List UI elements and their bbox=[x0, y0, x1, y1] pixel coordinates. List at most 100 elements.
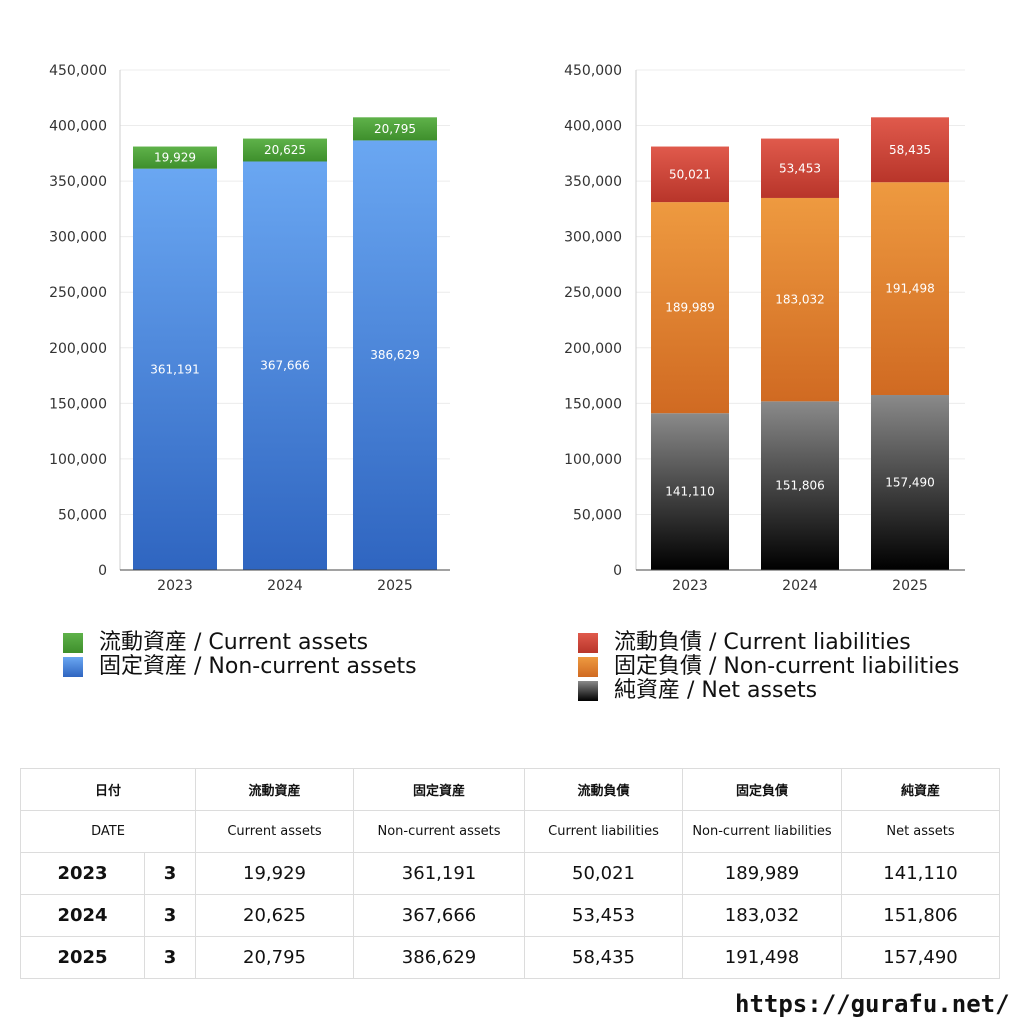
header-net-assets-en: Net assets bbox=[841, 810, 1001, 853]
y-tick-label: 300,000 bbox=[564, 230, 622, 246]
legend-label-current-assets: 流動資産 / Current assets bbox=[99, 630, 369, 655]
bar-value-label: 386,629 bbox=[370, 348, 420, 362]
bar-value-label: 151,806 bbox=[775, 479, 825, 493]
header-date-en: DATE bbox=[19, 810, 197, 853]
x-tick-label: 2024 bbox=[267, 578, 303, 594]
header-current-assets-en: Current assets bbox=[195, 810, 355, 853]
y-tick-label: 250,000 bbox=[564, 285, 622, 301]
header-net-assets-jp: 純資産 bbox=[841, 768, 1001, 811]
cell-non-current-assets: 367,666 bbox=[353, 894, 526, 937]
y-tick-label: 350,000 bbox=[49, 174, 107, 190]
y-tick-label: 50,000 bbox=[573, 507, 622, 523]
header-current-liabilities-en: Current liabilities bbox=[524, 810, 684, 853]
y-tick-label: 300,000 bbox=[49, 230, 107, 246]
charts-canvas: 0 50,000 100,000 150,000 200,000 250,000 300,0… bbox=[49, 63, 965, 594]
y-tick-label: 0 bbox=[613, 563, 622, 579]
cell-non-current-liabilities: 183,032 bbox=[682, 894, 843, 937]
y-tick-label: 100,000 bbox=[49, 452, 107, 468]
table-header-jp-row: 日付 流動資産 固定資産 流動負債 固定負債 純資産 bbox=[19, 768, 1001, 811]
cell-net-assets: 157,490 bbox=[841, 936, 1001, 979]
bar-value-label: 20,795 bbox=[374, 122, 416, 136]
legend-swatch-non-current-liabilities bbox=[578, 657, 598, 677]
y-tick-label: 150,000 bbox=[49, 396, 107, 412]
row-year: 2025 bbox=[20, 936, 145, 979]
legend-label-non-current-liabilities: 固定負債 / Non-current liabilities bbox=[614, 654, 960, 679]
x-tick-label: 2023 bbox=[672, 578, 708, 594]
bar-segment bbox=[761, 138, 839, 198]
y-tick-label: 200,000 bbox=[49, 341, 107, 357]
bar-segment bbox=[133, 146, 217, 169]
header-date-jp: 日付 bbox=[19, 768, 197, 811]
legend-item-non-current-liabilities: 固定負債 / Non-current liabilities bbox=[578, 655, 959, 679]
bar-segment bbox=[243, 161, 327, 570]
header-current-assets-jp: 流動資産 bbox=[195, 768, 355, 811]
bar-segment bbox=[651, 146, 729, 203]
bar-segment bbox=[133, 168, 217, 570]
bar-value-label: 191,498 bbox=[885, 282, 935, 296]
bar-segment bbox=[761, 401, 839, 570]
y-tick-label: 450,000 bbox=[49, 63, 107, 79]
legend-label-net-assets: 純資産 / Net assets bbox=[614, 678, 818, 703]
y-tick-label: 350,000 bbox=[564, 174, 622, 190]
cell-net-assets: 151,806 bbox=[841, 894, 1001, 937]
x-tick-label: 2023 bbox=[157, 578, 193, 594]
legend-label-non-current-assets: 固定資産 / Non-current assets bbox=[99, 654, 417, 679]
header-non-current-liabilities-jp: 固定負債 bbox=[682, 768, 843, 811]
y-tick-label: 150,000 bbox=[564, 396, 622, 412]
legend-item-current-assets: 流動資産 / Current assets bbox=[63, 631, 417, 655]
legend-swatch-non-current-assets bbox=[63, 657, 83, 677]
table-row: 2025 3 20,795 386,629 58,435 191,498 157… bbox=[20, 936, 1001, 979]
cell-current-assets: 20,795 bbox=[195, 936, 355, 979]
bar-value-label: 189,989 bbox=[665, 301, 715, 315]
table-header-en-row: DATE Current assets Non-current assets C… bbox=[19, 810, 1001, 853]
legend-item-non-current-assets: 固定資産 / Non-current assets bbox=[63, 655, 417, 679]
bar-value-label: 361,191 bbox=[150, 362, 200, 376]
y-tick-label: 200,000 bbox=[564, 341, 622, 357]
row-month: 3 bbox=[143, 894, 197, 937]
header-non-current-assets-en: Non-current assets bbox=[353, 810, 526, 853]
legend-swatch-net-assets bbox=[578, 681, 598, 701]
row-year: 2023 bbox=[20, 852, 145, 895]
cell-current-liabilities: 53,453 bbox=[524, 894, 684, 937]
header-non-current-assets-jp: 固定資産 bbox=[353, 768, 526, 811]
table-row: 2024 3 20,625 367,666 53,453 183,032 151… bbox=[20, 894, 1001, 937]
bar-segment bbox=[353, 117, 437, 141]
bar-value-label: 367,666 bbox=[260, 359, 310, 373]
financial-data-table: 日付 流動資産 固定資産 流動負債 固定負債 純資産 DATE Current … bbox=[19, 768, 1001, 979]
bar-value-label: 141,110 bbox=[665, 485, 715, 499]
assets-legend: 流動資産 / Current assets 固定資産 / Non-current… bbox=[63, 631, 417, 679]
bar-segment bbox=[761, 197, 839, 402]
bar-segment bbox=[353, 140, 437, 570]
footer-url[interactable]: https://gurafu.net/ bbox=[735, 990, 1010, 1018]
bar-segment bbox=[871, 182, 949, 396]
cell-current-liabilities: 50,021 bbox=[524, 852, 684, 895]
header-current-liabilities-jp: 流動負債 bbox=[524, 768, 684, 811]
bar-value-label: 20,625 bbox=[264, 143, 306, 157]
legend-label-current-liabilities: 流動負債 / Current liabilities bbox=[614, 630, 911, 655]
x-tick-label: 2025 bbox=[377, 578, 413, 594]
cell-current-liabilities: 58,435 bbox=[524, 936, 684, 979]
bar-segment bbox=[651, 202, 729, 414]
y-tick-label: 100,000 bbox=[564, 452, 622, 468]
bar-segment bbox=[243, 138, 327, 162]
header-non-current-liabilities-en: Non-current liabilities bbox=[682, 810, 843, 853]
cell-non-current-assets: 361,191 bbox=[353, 852, 526, 895]
bar-segment bbox=[651, 413, 729, 570]
cell-current-assets: 20,625 bbox=[195, 894, 355, 937]
row-year: 2024 bbox=[20, 894, 145, 937]
table-row: 2023 3 19,929 361,191 50,021 189,989 141… bbox=[20, 852, 1001, 895]
cell-non-current-assets: 386,629 bbox=[353, 936, 526, 979]
y-tick-label: 400,000 bbox=[564, 119, 622, 135]
bar-segment bbox=[871, 395, 949, 570]
bar-value-label: 183,032 bbox=[775, 293, 825, 307]
bar-value-label: 157,490 bbox=[885, 476, 935, 490]
cell-non-current-liabilities: 189,989 bbox=[682, 852, 843, 895]
row-month: 3 bbox=[143, 852, 197, 895]
y-tick-label: 0 bbox=[98, 563, 107, 579]
bar-value-label: 53,453 bbox=[779, 161, 821, 175]
cell-non-current-liabilities: 191,498 bbox=[682, 936, 843, 979]
bar-value-label: 50,021 bbox=[669, 167, 711, 181]
cell-current-assets: 19,929 bbox=[195, 852, 355, 895]
y-tick-label: 250,000 bbox=[49, 285, 107, 301]
legend-item-net-assets: 純資産 / Net assets bbox=[578, 679, 959, 703]
